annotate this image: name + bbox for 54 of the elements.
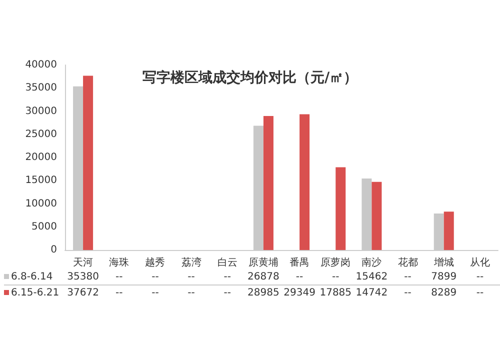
text: --: [224, 288, 231, 298]
y-tick-label: 10000: [25, 198, 57, 210]
x-tick-label: 原萝岗: [320, 256, 351, 268]
chart-title: 写字楼区域成交均价对比（元/㎡）: [142, 69, 358, 86]
data-label: 29349: [284, 288, 316, 298]
bar: [300, 114, 310, 250]
x-tick-label: 海珠: [109, 256, 130, 268]
y-tick-label: 40000: [25, 60, 57, 70]
text: --: [152, 288, 159, 298]
y-tick-label: 20000: [25, 152, 57, 163]
bar: [263, 116, 274, 250]
text: --: [332, 272, 340, 282]
x-tick-label: 白云: [217, 256, 238, 268]
text: --: [476, 272, 484, 282]
text: --: [476, 288, 484, 298]
x-tick-label: 天河: [73, 256, 94, 268]
x-tick-label: 番禺: [290, 256, 310, 268]
y-tick-label: 35000: [25, 82, 57, 94]
data-label: 14742: [356, 288, 388, 298]
text: --: [404, 288, 412, 298]
x-tick-label: 南沙: [362, 256, 382, 268]
data-label: 37672: [67, 288, 99, 298]
text: --: [116, 272, 123, 282]
data-label: 28985: [248, 288, 280, 298]
x-tick-label: 增城: [432, 256, 454, 268]
data-label: 8289: [431, 288, 457, 298]
data-label: 15462: [356, 272, 388, 282]
legend-label: 6.15-6.21: [11, 288, 60, 298]
bar: [444, 212, 454, 250]
y-tick-label: 30000: [25, 106, 57, 117]
data-label: 35380: [67, 272, 99, 282]
y-tick-label: 15000: [25, 175, 57, 186]
text: --: [224, 272, 231, 282]
text: --: [404, 272, 412, 282]
legend-label: 6.8-6.14: [11, 272, 53, 282]
data-label: 17885: [320, 288, 352, 298]
y-tick-label: 0: [50, 244, 57, 256]
bar: [336, 167, 346, 250]
x-tick-label: 越秀: [145, 256, 166, 268]
bar: [372, 182, 382, 250]
text: --: [188, 288, 195, 298]
x-tick-label: 花都: [398, 256, 418, 268]
text: --: [296, 272, 304, 282]
text: --: [152, 272, 159, 282]
x-tick-label: 原黄埔: [248, 256, 278, 268]
x-tick-label: 荔湾: [181, 256, 202, 268]
text: --: [188, 272, 195, 282]
data-label: 26878: [248, 272, 280, 282]
data-label: 7899: [431, 272, 457, 282]
bar: [83, 76, 94, 250]
y-tick-label: 25000: [25, 128, 57, 140]
text: --: [116, 288, 123, 298]
y-tick-label: 5000: [32, 221, 57, 232]
x-tick-label: 从化: [470, 256, 490, 268]
